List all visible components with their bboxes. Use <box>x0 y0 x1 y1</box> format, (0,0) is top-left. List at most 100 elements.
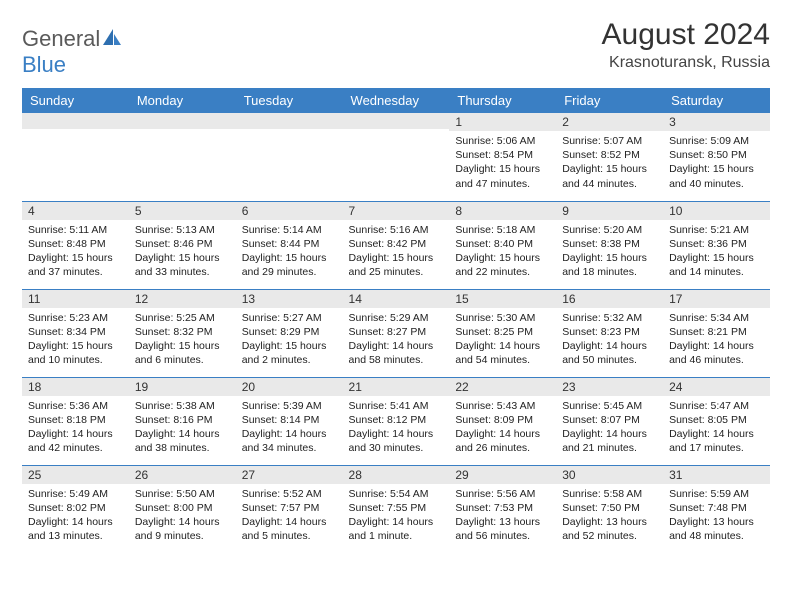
sunset-line: Sunset: 7:50 PM <box>562 501 657 515</box>
day-number: 1 <box>449 113 556 131</box>
day-number <box>22 113 129 129</box>
day-details: Sunrise: 5:54 AMSunset: 7:55 PMDaylight:… <box>343 484 450 548</box>
sunrise-line: Sunrise: 5:20 AM <box>562 223 657 237</box>
daylight-line: Daylight: 15 hours and 22 minutes. <box>455 251 550 279</box>
day-number: 14 <box>343 290 450 308</box>
sunrise-line: Sunrise: 5:18 AM <box>455 223 550 237</box>
sunrise-line: Sunrise: 5:23 AM <box>28 311 123 325</box>
day-number: 18 <box>22 378 129 396</box>
weekday-header: Sunday <box>22 88 129 113</box>
day-details: Sunrise: 5:47 AMSunset: 8:05 PMDaylight:… <box>663 396 770 460</box>
day-cell: 25Sunrise: 5:49 AMSunset: 8:02 PMDayligh… <box>22 465 129 553</box>
day-number: 29 <box>449 466 556 484</box>
day-number <box>129 113 236 129</box>
daylight-line: Daylight: 13 hours and 52 minutes. <box>562 515 657 543</box>
daylight-line: Daylight: 15 hours and 18 minutes. <box>562 251 657 279</box>
day-details: Sunrise: 5:38 AMSunset: 8:16 PMDaylight:… <box>129 396 236 460</box>
sunset-line: Sunset: 7:55 PM <box>349 501 444 515</box>
day-cell: 12Sunrise: 5:25 AMSunset: 8:32 PMDayligh… <box>129 289 236 377</box>
day-number: 8 <box>449 202 556 220</box>
daylight-line: Daylight: 14 hours and 42 minutes. <box>28 427 123 455</box>
sunset-line: Sunset: 7:53 PM <box>455 501 550 515</box>
sunrise-line: Sunrise: 5:34 AM <box>669 311 764 325</box>
daylight-line: Daylight: 14 hours and 1 minute. <box>349 515 444 543</box>
calendar-row: 4Sunrise: 5:11 AMSunset: 8:48 PMDaylight… <box>22 201 770 289</box>
daylight-line: Daylight: 14 hours and 26 minutes. <box>455 427 550 455</box>
day-cell: 21Sunrise: 5:41 AMSunset: 8:12 PMDayligh… <box>343 377 450 465</box>
sunrise-line: Sunrise: 5:52 AM <box>242 487 337 501</box>
brand-part2: Blue <box>22 52 66 77</box>
daylight-line: Daylight: 14 hours and 5 minutes. <box>242 515 337 543</box>
sunset-line: Sunset: 8:02 PM <box>28 501 123 515</box>
day-number: 6 <box>236 202 343 220</box>
day-cell: 24Sunrise: 5:47 AMSunset: 8:05 PMDayligh… <box>663 377 770 465</box>
day-cell: 15Sunrise: 5:30 AMSunset: 8:25 PMDayligh… <box>449 289 556 377</box>
day-cell: 28Sunrise: 5:54 AMSunset: 7:55 PMDayligh… <box>343 465 450 553</box>
weekday-header: Monday <box>129 88 236 113</box>
day-details: Sunrise: 5:06 AMSunset: 8:54 PMDaylight:… <box>449 131 556 195</box>
sunrise-line: Sunrise: 5:07 AM <box>562 134 657 148</box>
calendar-table: Sunday Monday Tuesday Wednesday Thursday… <box>22 88 770 553</box>
day-number: 7 <box>343 202 450 220</box>
day-details: Sunrise: 5:52 AMSunset: 7:57 PMDaylight:… <box>236 484 343 548</box>
sunrise-line: Sunrise: 5:43 AM <box>455 399 550 413</box>
day-number <box>343 113 450 129</box>
day-number: 3 <box>663 113 770 131</box>
day-number: 25 <box>22 466 129 484</box>
day-number: 5 <box>129 202 236 220</box>
sunrise-line: Sunrise: 5:54 AM <box>349 487 444 501</box>
daylight-line: Daylight: 14 hours and 46 minutes. <box>669 339 764 367</box>
title-block: August 2024 Krasnoturansk, Russia <box>602 18 770 72</box>
sunrise-line: Sunrise: 5:29 AM <box>349 311 444 325</box>
day-number: 11 <box>22 290 129 308</box>
daylight-line: Daylight: 14 hours and 54 minutes. <box>455 339 550 367</box>
day-details: Sunrise: 5:14 AMSunset: 8:44 PMDaylight:… <box>236 220 343 284</box>
brand-logo: GeneralBlue <box>22 18 122 78</box>
daylight-line: Daylight: 15 hours and 14 minutes. <box>669 251 764 279</box>
month-title: August 2024 <box>602 18 770 52</box>
daylight-line: Daylight: 14 hours and 9 minutes. <box>135 515 230 543</box>
day-cell: 18Sunrise: 5:36 AMSunset: 8:18 PMDayligh… <box>22 377 129 465</box>
day-number: 21 <box>343 378 450 396</box>
sunset-line: Sunset: 8:44 PM <box>242 237 337 251</box>
day-details <box>22 129 129 189</box>
day-details: Sunrise: 5:25 AMSunset: 8:32 PMDaylight:… <box>129 308 236 372</box>
sunset-line: Sunset: 8:07 PM <box>562 413 657 427</box>
day-number: 9 <box>556 202 663 220</box>
day-details: Sunrise: 5:21 AMSunset: 8:36 PMDaylight:… <box>663 220 770 284</box>
sunrise-line: Sunrise: 5:45 AM <box>562 399 657 413</box>
daylight-line: Daylight: 13 hours and 56 minutes. <box>455 515 550 543</box>
sail-icon <box>102 26 122 52</box>
day-cell: 13Sunrise: 5:27 AMSunset: 8:29 PMDayligh… <box>236 289 343 377</box>
day-number: 24 <box>663 378 770 396</box>
day-details: Sunrise: 5:32 AMSunset: 8:23 PMDaylight:… <box>556 308 663 372</box>
sunset-line: Sunset: 8:34 PM <box>28 325 123 339</box>
sunrise-line: Sunrise: 5:27 AM <box>242 311 337 325</box>
sunset-line: Sunset: 8:54 PM <box>455 148 550 162</box>
day-details: Sunrise: 5:30 AMSunset: 8:25 PMDaylight:… <box>449 308 556 372</box>
calendar-row: 18Sunrise: 5:36 AMSunset: 8:18 PMDayligh… <box>22 377 770 465</box>
day-details: Sunrise: 5:16 AMSunset: 8:42 PMDaylight:… <box>343 220 450 284</box>
day-details: Sunrise: 5:41 AMSunset: 8:12 PMDaylight:… <box>343 396 450 460</box>
sunset-line: Sunset: 7:48 PM <box>669 501 764 515</box>
day-cell: 1Sunrise: 5:06 AMSunset: 8:54 PMDaylight… <box>449 113 556 201</box>
sunset-line: Sunset: 8:42 PM <box>349 237 444 251</box>
day-cell: 26Sunrise: 5:50 AMSunset: 8:00 PMDayligh… <box>129 465 236 553</box>
daylight-line: Daylight: 15 hours and 25 minutes. <box>349 251 444 279</box>
day-cell: 14Sunrise: 5:29 AMSunset: 8:27 PMDayligh… <box>343 289 450 377</box>
day-details: Sunrise: 5:36 AMSunset: 8:18 PMDaylight:… <box>22 396 129 460</box>
weekday-header: Friday <box>556 88 663 113</box>
sunset-line: Sunset: 8:21 PM <box>669 325 764 339</box>
day-cell: 22Sunrise: 5:43 AMSunset: 8:09 PMDayligh… <box>449 377 556 465</box>
day-cell: 27Sunrise: 5:52 AMSunset: 7:57 PMDayligh… <box>236 465 343 553</box>
sunrise-line: Sunrise: 5:09 AM <box>669 134 764 148</box>
day-number: 16 <box>556 290 663 308</box>
sunset-line: Sunset: 8:18 PM <box>28 413 123 427</box>
day-details: Sunrise: 5:56 AMSunset: 7:53 PMDaylight:… <box>449 484 556 548</box>
calendar-row: 25Sunrise: 5:49 AMSunset: 8:02 PMDayligh… <box>22 465 770 553</box>
page-header: GeneralBlue August 2024 Krasnoturansk, R… <box>22 18 770 78</box>
daylight-line: Daylight: 14 hours and 50 minutes. <box>562 339 657 367</box>
daylight-line: Daylight: 15 hours and 29 minutes. <box>242 251 337 279</box>
empty-cell <box>236 113 343 201</box>
day-cell: 4Sunrise: 5:11 AMSunset: 8:48 PMDaylight… <box>22 201 129 289</box>
